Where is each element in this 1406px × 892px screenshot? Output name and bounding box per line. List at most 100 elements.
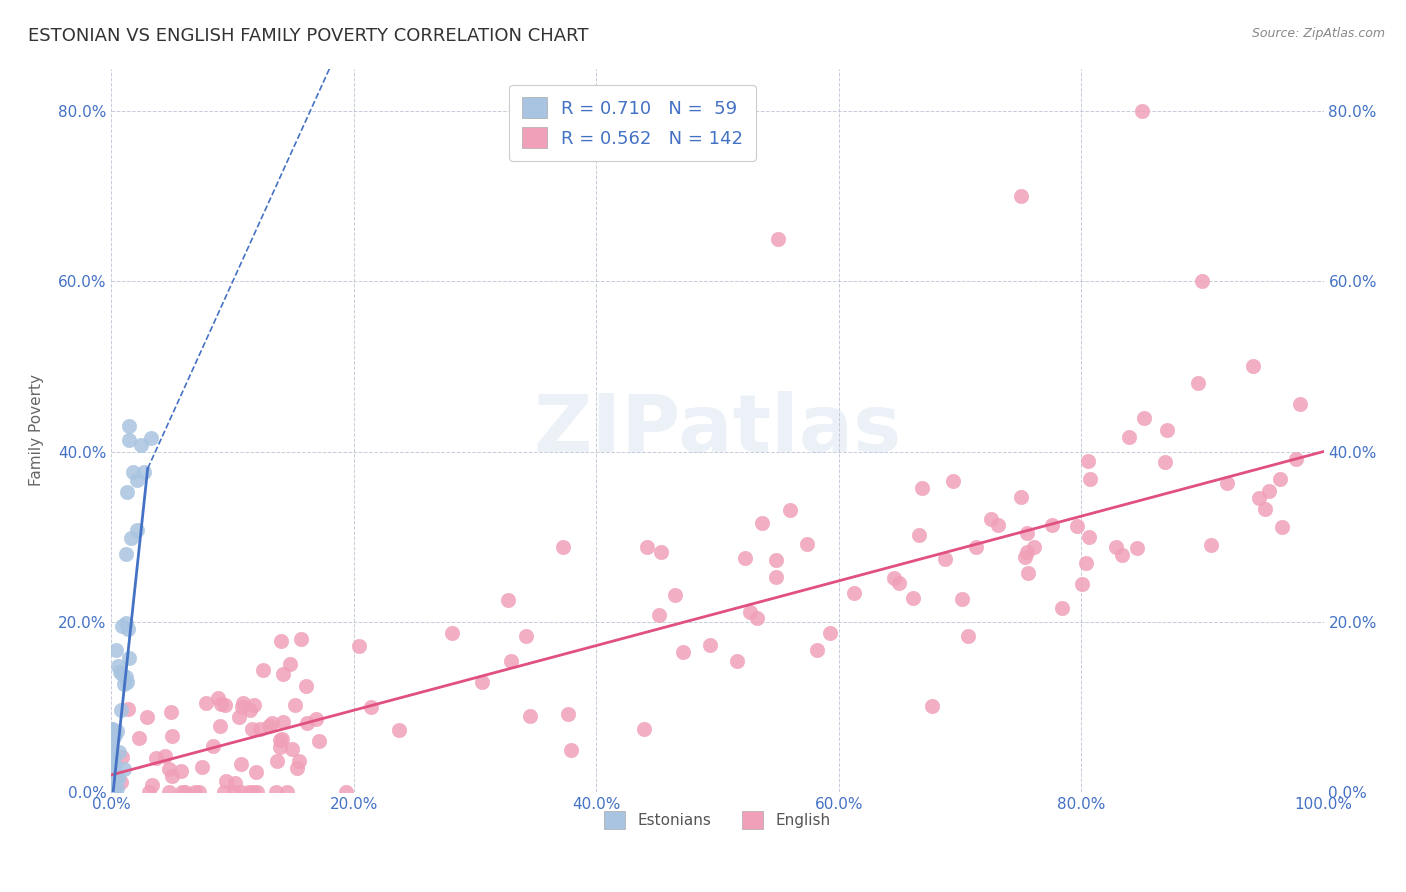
Point — [1133, 411, 1156, 425]
Point — [246, 785, 269, 799]
Point — [388, 723, 411, 738]
Point — [664, 588, 686, 602]
Point — [231, 699, 253, 714]
Point — [100, 749, 122, 764]
Point — [118, 433, 141, 447]
Point — [942, 474, 965, 488]
Point — [125, 523, 148, 537]
Point — [290, 632, 312, 646]
Point — [1017, 566, 1039, 580]
Point — [1254, 502, 1277, 516]
Point — [1105, 540, 1128, 554]
Point — [207, 690, 229, 705]
Point — [127, 473, 149, 487]
Point — [134, 465, 156, 479]
Point — [335, 785, 357, 799]
Point — [115, 616, 138, 631]
Point — [257, 719, 280, 733]
Point — [214, 698, 236, 712]
Point — [101, 754, 124, 768]
Point — [101, 748, 124, 763]
Point — [240, 722, 263, 736]
Point — [1191, 274, 1213, 288]
Point — [101, 764, 124, 778]
Point — [232, 697, 254, 711]
Point — [1187, 376, 1209, 390]
Point — [1289, 397, 1312, 411]
Point — [273, 714, 295, 729]
Point — [110, 703, 132, 717]
Point — [636, 541, 658, 555]
Point — [101, 760, 124, 774]
Point — [138, 785, 160, 799]
Point — [1268, 472, 1291, 486]
Point — [470, 674, 492, 689]
Point — [262, 715, 284, 730]
Point — [173, 785, 195, 799]
Point — [347, 639, 370, 653]
Point — [160, 769, 183, 783]
Point — [269, 733, 291, 747]
Point — [155, 749, 177, 764]
Point — [100, 777, 122, 791]
Point — [110, 667, 132, 681]
Point — [766, 232, 789, 246]
Point — [734, 550, 756, 565]
Point — [269, 740, 291, 755]
Point — [1241, 359, 1264, 374]
Point — [560, 743, 582, 757]
Point — [672, 645, 695, 659]
Point — [118, 651, 141, 665]
Point — [101, 761, 124, 775]
Point — [100, 756, 122, 771]
Point — [229, 785, 252, 799]
Point — [740, 605, 762, 619]
Point — [239, 703, 262, 717]
Point — [278, 657, 301, 672]
Point — [105, 780, 128, 795]
Point — [1130, 104, 1153, 119]
Point — [157, 762, 180, 776]
Point — [633, 722, 655, 736]
Point — [224, 776, 246, 790]
Point — [270, 633, 292, 648]
Point — [1017, 526, 1039, 541]
Point — [108, 746, 131, 760]
Y-axis label: Family Poverty: Family Poverty — [30, 375, 44, 486]
Point — [842, 586, 865, 600]
Point — [360, 700, 382, 714]
Point — [1078, 472, 1101, 486]
Point — [115, 675, 138, 690]
Point — [285, 761, 308, 775]
Point — [112, 762, 135, 776]
Point — [100, 780, 122, 794]
Point — [243, 698, 266, 712]
Point — [725, 654, 748, 668]
Point — [1154, 454, 1177, 468]
Point — [1118, 430, 1140, 444]
Point — [1050, 601, 1073, 615]
Point — [104, 728, 127, 742]
Point — [162, 729, 184, 743]
Text: ZIPatlas: ZIPatlas — [533, 392, 901, 469]
Point — [110, 774, 132, 789]
Point — [100, 743, 122, 757]
Point — [111, 750, 134, 764]
Point — [100, 723, 122, 737]
Point — [103, 784, 125, 798]
Point — [699, 639, 721, 653]
Point — [117, 702, 139, 716]
Point — [1216, 475, 1239, 490]
Point — [212, 785, 235, 799]
Point — [145, 751, 167, 765]
Point — [806, 643, 828, 657]
Point — [1010, 189, 1032, 203]
Point — [136, 710, 159, 724]
Point — [1199, 538, 1222, 552]
Point — [107, 771, 129, 785]
Point — [101, 723, 124, 737]
Point — [101, 735, 124, 749]
Point — [111, 619, 134, 633]
Point — [519, 709, 541, 723]
Point — [980, 512, 1002, 526]
